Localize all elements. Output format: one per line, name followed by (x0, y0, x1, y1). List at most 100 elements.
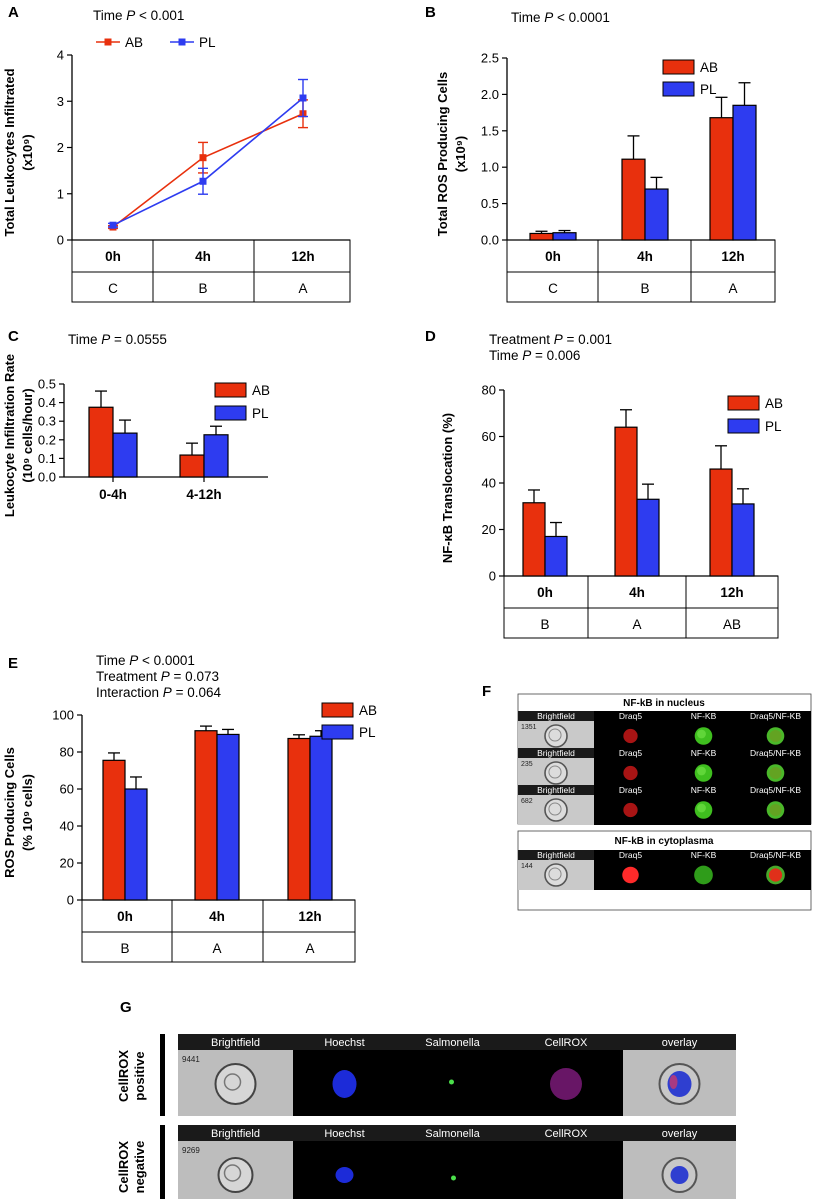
channel-label: CellROX (545, 1128, 588, 1140)
channel-label: NF-KB (691, 850, 717, 860)
legend-label-ab: AB (765, 396, 783, 411)
legend-swatch-pl (727, 418, 760, 434)
tile-header (293, 1034, 396, 1050)
panel-letter-g: G (120, 999, 132, 1016)
channel-label: Salmonella (425, 1037, 480, 1049)
channel-label: Hoechst (324, 1128, 364, 1140)
bar-ab-4h (194, 730, 218, 901)
legend-label-ab: AB (359, 703, 377, 718)
x-group-letter-d: A (632, 617, 641, 632)
x-category-label-e: 4h (209, 909, 225, 924)
stat-value: < 0.0001 (138, 653, 195, 668)
x-group-letter-b: A (728, 281, 737, 296)
tile-header (396, 1125, 509, 1141)
draq5-nucleus (623, 765, 638, 781)
legend-swatch-pl (321, 724, 354, 740)
chart-panel-c: C Time P = 0.0555 0.0 0.1 0.2 0.3 0.4 0.5 Leukoc… (2, 328, 270, 517)
data-point-pl (199, 177, 207, 185)
y-tick-label-a: 1 (57, 186, 64, 201)
brightfield-cell-detail (223, 1164, 242, 1182)
stat-p: P (161, 669, 170, 684)
cell-id-label: 682 (521, 798, 533, 805)
row-label-line2: negative (132, 1141, 147, 1194)
x-category-label-d: 12h (720, 585, 743, 600)
series-line-ab (112, 113, 304, 228)
merge-overlap (769, 803, 782, 817)
brightfield-cell (544, 863, 568, 887)
bar-ab-4h (621, 158, 646, 241)
y-tick-label-a: 3 (57, 94, 64, 109)
cell-id-label: 235 (521, 761, 533, 768)
tile-header (396, 1034, 509, 1050)
legend-label-ab: AB (700, 60, 718, 75)
tile-header (293, 1125, 396, 1141)
stat-value: < 0.0001 (553, 10, 610, 25)
channel-label: overlay (662, 1037, 698, 1049)
bar-pl-4-12h (203, 434, 229, 478)
bar-pl-0h (124, 788, 148, 901)
tile-header (594, 711, 667, 721)
row-side-bar (160, 1125, 165, 1199)
legend-label-pl: PL (252, 406, 269, 421)
channel-label: Draq5/NF-KB (750, 850, 801, 860)
y-tick-label-c: 0.5 (38, 377, 56, 392)
nfkb-signal (694, 865, 713, 885)
legend-swatch-ab (662, 59, 695, 75)
x-category-label-c: 0-4h (99, 487, 127, 502)
stat-line-e-2: Interaction P = 0.064 (96, 685, 221, 700)
nucleus-block-title: NF-kB in nucleus (623, 698, 705, 709)
bar-ab-4-12h (179, 454, 205, 478)
brightfield-cell (217, 1157, 254, 1193)
brightfield-cell-detail (548, 802, 562, 816)
panel-letter-e: E (8, 655, 18, 672)
legend-label-pl: PL (359, 725, 376, 740)
tile-header (740, 850, 811, 860)
y-tick-label-c: 0.4 (38, 395, 56, 410)
stat-line-a-0: Time P < 0.001 (93, 8, 184, 23)
tile-header (594, 785, 667, 795)
bar-ab-0-4h (88, 406, 114, 478)
tile-header (509, 1125, 623, 1141)
bar-ab-12h (709, 117, 734, 241)
tile-header (623, 1125, 736, 1141)
tile-header (509, 1034, 623, 1050)
panel-letter-f: F (482, 683, 491, 700)
bar-pl-4h (636, 498, 660, 577)
y-tick-label-b: 1.5 (481, 123, 499, 138)
stat-line-d-0: Treatment P = 0.001 (489, 332, 612, 347)
x-group-letter-a: B (198, 281, 207, 296)
y-axis-label-e: ROS Producing Cells (2, 747, 17, 878)
y-tick-label-c: 0.1 (38, 451, 56, 466)
bar-pl-0h (544, 535, 568, 577)
x-group-letter-e: B (120, 941, 129, 956)
cell-id-label: 9269 (182, 1146, 200, 1155)
stat-line-d-1: Time P = 0.006 (489, 348, 580, 363)
brightfield-cell (214, 1063, 257, 1105)
bar-ab-4h (614, 426, 638, 577)
tile-header (740, 785, 811, 795)
f-image-row: Brightfield Draq5 NF-KB Draq5/NF-KB 144 (518, 850, 811, 890)
channel-label: Draq5/NF-KB (750, 748, 801, 758)
y-tick-label-e: 100 (52, 708, 74, 723)
panel-f-image-grid: F NF-kB in nucleus Brightfield Draq5 NF-KB… (482, 683, 812, 911)
channel-label: NF-KB (691, 711, 717, 721)
y-tick-label-b: 1.0 (481, 160, 499, 175)
y-tick-label-d: 0 (489, 569, 496, 584)
bar-pl-4h (644, 188, 669, 241)
stat-p: P (163, 685, 172, 700)
legend-swatch-ab (727, 395, 760, 411)
tile-header (740, 748, 811, 758)
x-category-label-d: 0h (537, 585, 553, 600)
stat-value: < 0.001 (135, 8, 184, 23)
panel-letter-d: D (425, 328, 436, 345)
merge-overlap (769, 729, 782, 743)
channel-label: Draq5 (619, 748, 642, 758)
bar-ab-0h (102, 759, 126, 901)
x-category-label-a: 12h (291, 249, 314, 264)
channel-label: Draq5 (619, 711, 642, 721)
merge-overlap (769, 766, 782, 780)
f-image-row: Brightfield Draq5 NF-KB Draq5/NF-KB 1351 (518, 711, 811, 751)
